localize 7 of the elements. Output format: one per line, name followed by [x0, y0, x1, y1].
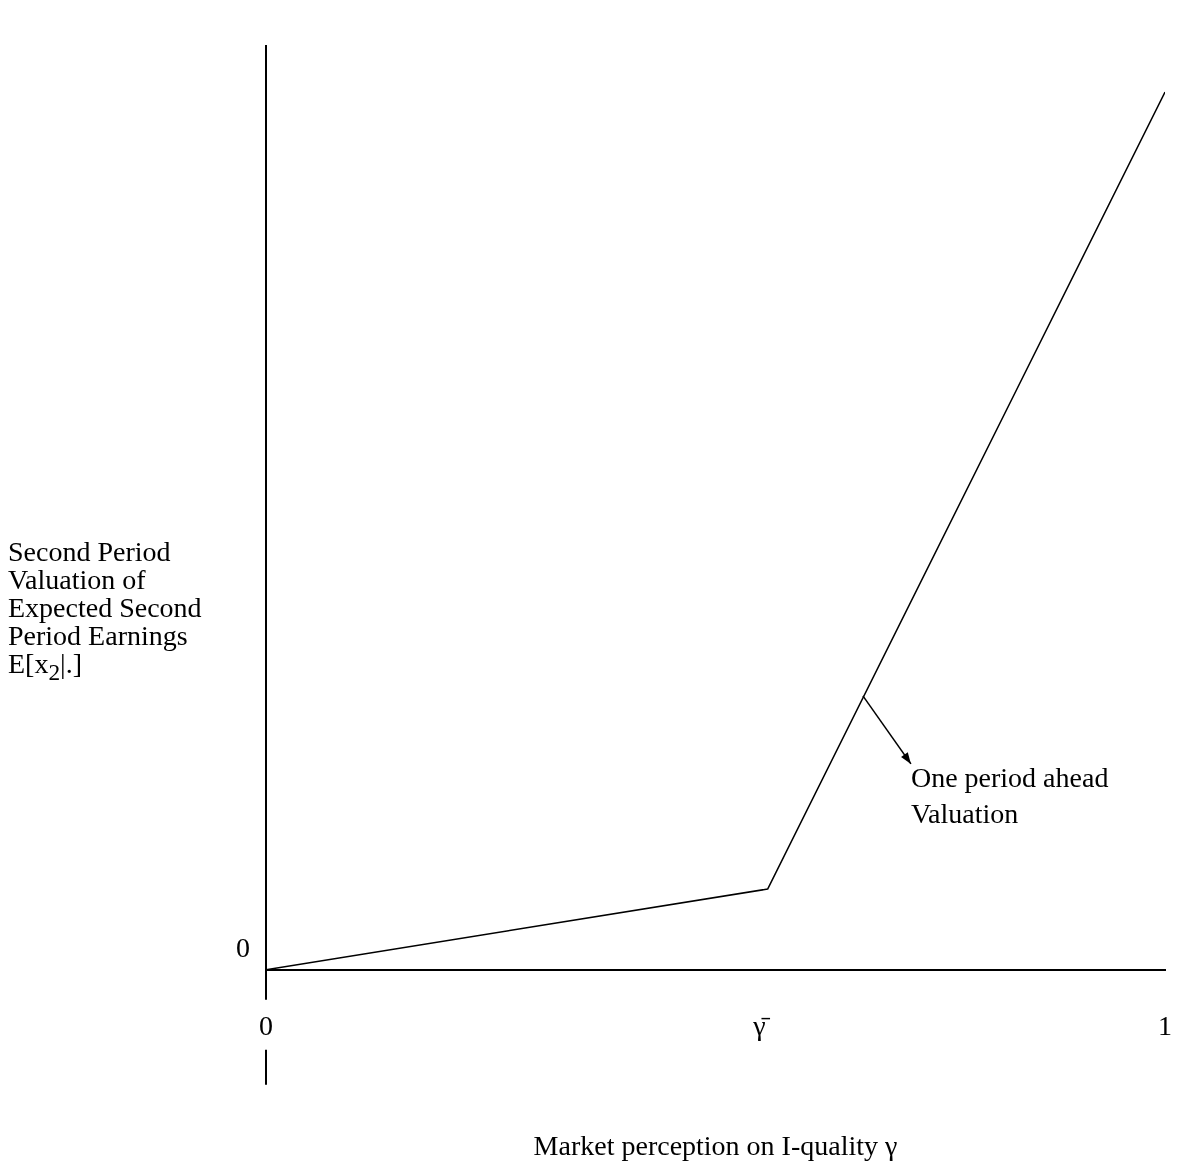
x-tick-label: 1 — [1158, 1009, 1172, 1041]
x-tick-label: γ̄ — [752, 1009, 771, 1041]
text: 0 — [236, 932, 250, 964]
y-axis-title: Second Period Valuation of Expected Second Period Earnings E[x$_{2}$|.] — [8, 536, 203, 686]
x-tick-label: 0 — [259, 1009, 273, 1041]
x-axis-title: Market perception on I-quality γ — [533, 1129, 898, 1161]
annotation: One period ahead Valuation — [910, 762, 1109, 830]
